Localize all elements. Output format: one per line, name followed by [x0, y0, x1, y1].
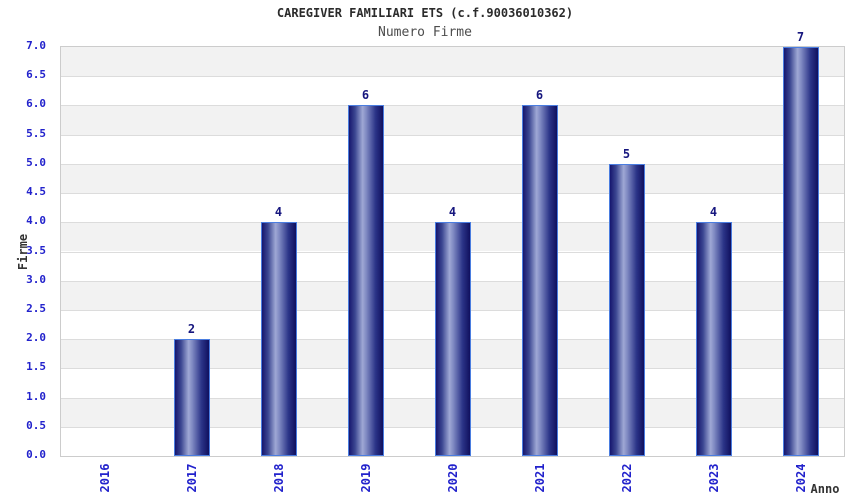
y-tick-label: 3.5: [26, 243, 46, 257]
y-tick-label: 4.5: [26, 185, 46, 199]
bar-value-label: 4: [274, 205, 283, 220]
bar-2020: [434, 222, 471, 456]
y-tick-label: 6.5: [26, 68, 46, 82]
y-tick-label: 1.0: [26, 389, 46, 403]
gridline: [61, 193, 844, 195]
y-tick-label: 2.0: [26, 331, 46, 345]
bar-value-label: 4: [709, 205, 718, 220]
plot-band: [61, 47, 844, 77]
y-tick-label: 1.5: [26, 360, 46, 374]
y-tick-label: 0.0: [26, 448, 46, 461]
y-tick-label: 3.0: [26, 272, 46, 286]
bar-2019: [347, 105, 384, 456]
chart-title: CAREGIVER FAMILIARI ETS (c.f.90036010362…: [276, 6, 574, 20]
bar-2018: [260, 222, 297, 456]
bar-2022: [608, 163, 645, 456]
chart-subtitle: Numero Firme: [378, 25, 472, 40]
bar-value-label: 7: [796, 30, 805, 44]
bar-value-label: 2: [187, 322, 196, 337]
bar-value-label: 6: [361, 88, 370, 103]
bar-2021: [521, 105, 558, 456]
y-tick-label: 7.0: [26, 39, 46, 52]
plot-band: [61, 76, 844, 106]
plot-band: [61, 134, 844, 164]
gridline: [61, 105, 844, 107]
gridline: [61, 76, 844, 78]
x-axis-label: Anno: [810, 482, 840, 496]
y-tick-label: 5.0: [26, 155, 46, 169]
plot-band: [61, 193, 844, 223]
gridline: [61, 134, 844, 136]
x-tick-label: 2017: [184, 463, 199, 493]
bar-value-label: 6: [535, 88, 544, 103]
plot-area: 2 4 6 4 6 5 4 7: [60, 31, 845, 457]
bar-2023: [695, 222, 732, 456]
gridline: [61, 163, 844, 165]
y-tick-label: 4.0: [26, 214, 46, 228]
x-tick-label: 2023: [706, 463, 721, 493]
plot-band: [61, 163, 844, 194]
y-tick-label: 2.5: [26, 301, 46, 315]
plot-band: [61, 105, 844, 135]
x-tick-label: 2022: [619, 463, 634, 493]
x-tick-label: 2024: [793, 463, 808, 493]
x-tick-label: 2016: [97, 463, 112, 493]
y-tick-label: 5.5: [26, 126, 46, 140]
bar-2024: [782, 47, 819, 456]
x-tick-label: 2021: [532, 463, 547, 493]
y-tick-label: 0.5: [26, 418, 46, 432]
y-tick-label: 6.0: [26, 97, 46, 111]
x-tick-label: 2018: [271, 463, 286, 493]
x-tick-label: 2020: [445, 463, 460, 493]
bar-2017: [173, 339, 210, 456]
bar-value-label: 5: [622, 146, 631, 161]
y-axis-label: Firme: [16, 233, 30, 271]
bar-value-label: 4: [448, 205, 457, 220]
x-tick-label: 2019: [358, 463, 373, 493]
